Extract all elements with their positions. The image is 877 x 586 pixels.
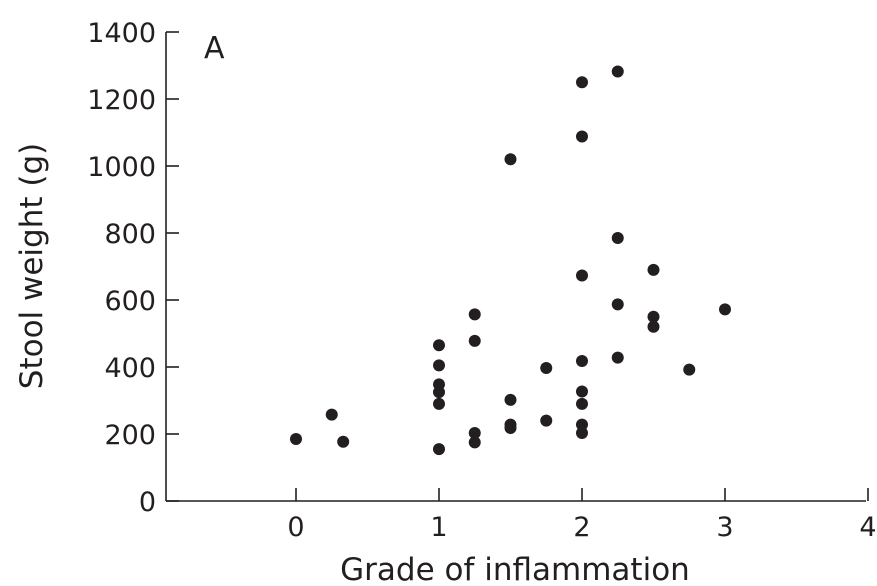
axes: [165, 32, 866, 502]
y-tick-label: 400: [104, 353, 156, 384]
y-tick-label: 800: [104, 219, 156, 250]
data-point: [468, 426, 481, 439]
data-point: [290, 433, 302, 446]
y-tick-label: 1200: [87, 85, 156, 116]
x-tick-label: 1: [430, 512, 447, 543]
x-tick-label: 4: [859, 512, 876, 543]
data-point: [468, 436, 481, 449]
data-point: [576, 397, 588, 410]
data-point: [611, 65, 624, 78]
data-point: [433, 397, 445, 410]
y-tick-label: 0: [139, 487, 156, 518]
y-tick-label: 1000: [87, 152, 156, 183]
panel-label: A: [204, 31, 225, 66]
data-point: [504, 418, 517, 431]
y-axis-ticks: 0 200 400 600 800 1000 1200 1400: [87, 18, 179, 518]
data-point: [540, 414, 553, 427]
data-point: [576, 130, 588, 143]
data-point: [540, 362, 553, 375]
data-point: [468, 308, 481, 321]
data-point: [433, 443, 445, 456]
data-points: [290, 65, 731, 456]
x-tick-label: 2: [573, 512, 590, 543]
data-point: [468, 334, 481, 347]
data-point: [611, 232, 624, 245]
y-tick-label: 600: [104, 286, 156, 317]
data-point: [683, 363, 696, 376]
data-point: [576, 426, 588, 439]
y-tick-label: 1400: [87, 18, 156, 49]
data-point: [576, 269, 588, 282]
data-point: [611, 351, 624, 364]
data-point: [325, 408, 338, 421]
x-axis-title: Grade of inflammation: [340, 552, 690, 586]
data-point: [647, 320, 660, 333]
y-tick-label: 200: [104, 420, 156, 451]
data-point: [504, 153, 517, 166]
data-point: [576, 385, 588, 398]
data-point: [576, 354, 588, 367]
data-point: [433, 359, 445, 372]
y-axis-title: Stool weight (g): [14, 143, 50, 389]
data-point: [647, 310, 660, 323]
x-tick-label: 0: [287, 512, 304, 543]
x-axis-ticks: 0 1 2 3 4: [287, 488, 877, 543]
x-tick-label: 3: [716, 512, 733, 543]
data-point: [576, 418, 588, 431]
data-point: [611, 298, 624, 311]
data-point: [337, 435, 350, 448]
data-point: [647, 263, 660, 276]
data-point: [433, 378, 445, 391]
data-point: [433, 339, 445, 352]
data-point: [576, 76, 588, 89]
data-point: [719, 303, 731, 316]
data-point: [504, 393, 517, 406]
